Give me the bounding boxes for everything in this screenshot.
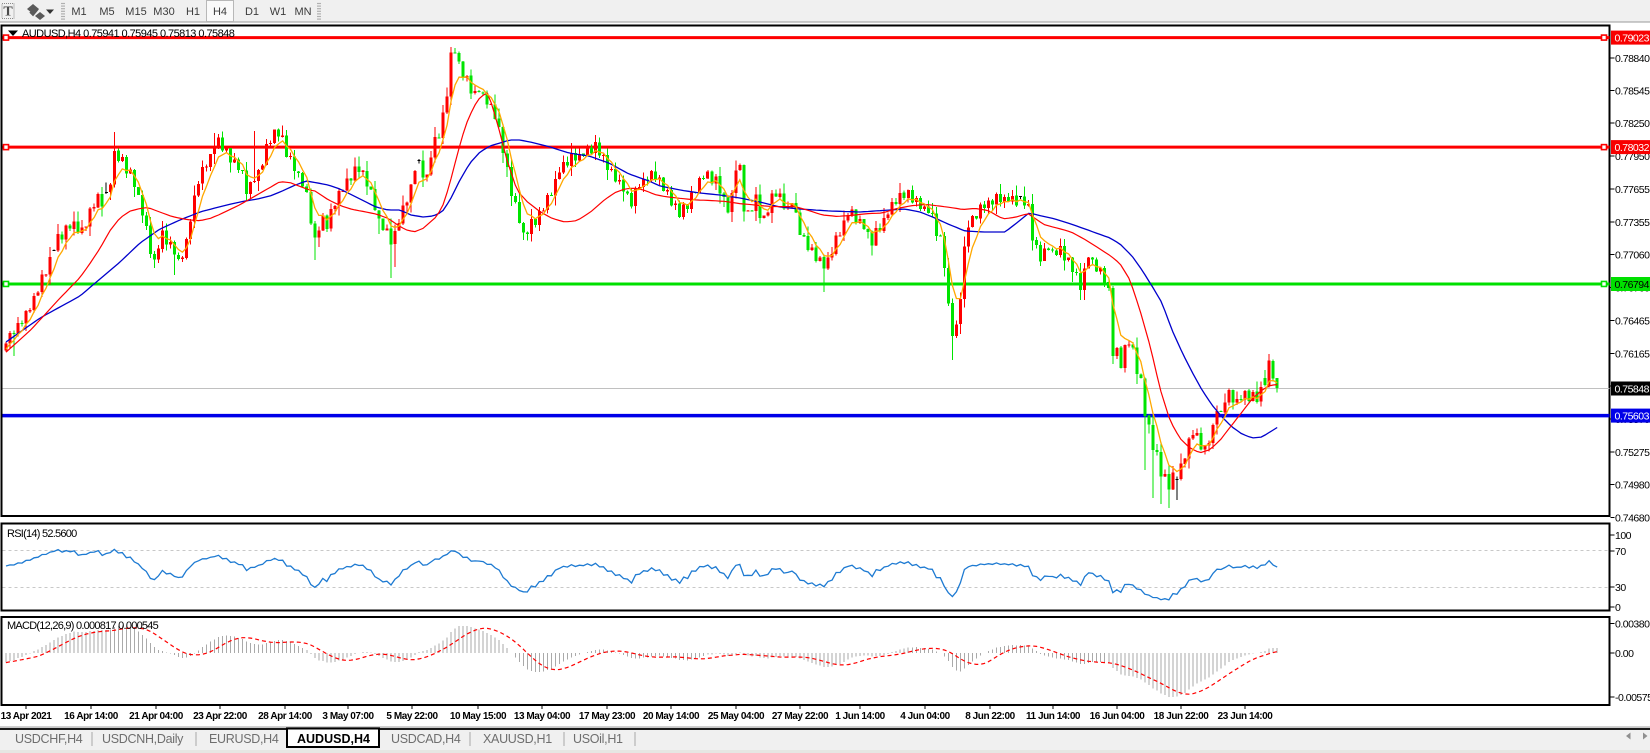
svg-text:20 May 14:00: 20 May 14:00 — [643, 711, 700, 722]
svg-text:0.75275: 0.75275 — [1615, 447, 1650, 459]
svg-text:30: 30 — [1615, 582, 1626, 594]
svg-text:USDCNH,Daily: USDCNH,Daily — [102, 732, 184, 746]
svg-text:MN: MN — [294, 6, 311, 18]
svg-text:23 Apr 22:00: 23 Apr 22:00 — [193, 711, 248, 722]
svg-text:0.75603: 0.75603 — [1615, 411, 1650, 423]
svg-text:T: T — [3, 5, 13, 20]
svg-text:0.77950: 0.77950 — [1615, 151, 1650, 163]
svg-text:25 May 04:00: 25 May 04:00 — [708, 711, 765, 722]
svg-text:W1: W1 — [270, 6, 287, 18]
svg-text:0.74980: 0.74980 — [1615, 480, 1650, 492]
svg-text:0.77355: 0.77355 — [1615, 217, 1650, 229]
svg-text:8 Jun 22:00: 8 Jun 22:00 — [965, 711, 1015, 722]
svg-text:MACD(12,26,9) 0.000817 0.00054: MACD(12,26,9) 0.000817 0.000545 — [7, 620, 159, 632]
svg-text:0.003808: 0.003808 — [1615, 619, 1650, 631]
svg-text:M5: M5 — [99, 6, 114, 18]
svg-text:0.00: 0.00 — [1615, 648, 1634, 660]
svg-text:10 May 15:00: 10 May 15:00 — [450, 711, 507, 722]
svg-text:RSI(14) 52.5600: RSI(14) 52.5600 — [7, 528, 77, 540]
svg-text:0.74680: 0.74680 — [1615, 513, 1650, 525]
svg-text:21 Apr 04:00: 21 Apr 04:00 — [129, 711, 184, 722]
svg-text:0.77655: 0.77655 — [1615, 184, 1650, 196]
svg-text:0.78032: 0.78032 — [1615, 142, 1650, 154]
svg-text:-0.005753: -0.005753 — [1615, 692, 1650, 704]
svg-text:M1: M1 — [71, 6, 86, 18]
svg-text:16 Jun 04:00: 16 Jun 04:00 — [1090, 711, 1146, 722]
svg-text:USDCHF,H4: USDCHF,H4 — [15, 732, 83, 746]
svg-text:0: 0 — [1615, 602, 1621, 614]
svg-text:16 Apr 14:00: 16 Apr 14:00 — [64, 711, 119, 722]
svg-text:27 May 22:00: 27 May 22:00 — [772, 711, 829, 722]
svg-text:1 Jun 14:00: 1 Jun 14:00 — [835, 711, 885, 722]
svg-text:4 Jun 04:00: 4 Jun 04:00 — [900, 711, 950, 722]
svg-text:18 Jun 22:00: 18 Jun 22:00 — [1154, 711, 1210, 722]
svg-text:M30: M30 — [153, 6, 174, 18]
svg-text:70: 70 — [1615, 546, 1626, 558]
svg-text:0.76465: 0.76465 — [1615, 315, 1650, 327]
svg-text:USOil,H1: USOil,H1 — [573, 732, 623, 746]
svg-text:H1: H1 — [186, 6, 200, 18]
svg-text:0.75848: 0.75848 — [1615, 384, 1650, 396]
svg-text:0.78545: 0.78545 — [1615, 85, 1650, 97]
svg-text:100: 100 — [1615, 530, 1632, 542]
svg-text:17 May 23:00: 17 May 23:00 — [579, 711, 636, 722]
svg-text:M15: M15 — [125, 6, 146, 18]
svg-text:0.76165: 0.76165 — [1615, 349, 1650, 361]
svg-text:0.76794: 0.76794 — [1615, 279, 1650, 291]
svg-text:H4: H4 — [213, 6, 227, 18]
svg-text:11 Jun 14:00: 11 Jun 14:00 — [1026, 711, 1081, 722]
svg-text:0.78840: 0.78840 — [1615, 53, 1650, 65]
svg-text:0.77060: 0.77060 — [1615, 250, 1650, 262]
svg-text:13 Apr 2021: 13 Apr 2021 — [1, 711, 53, 722]
svg-text:28 Apr 14:00: 28 Apr 14:00 — [258, 711, 313, 722]
svg-text:AUDUSD,H4 0.75941 0.75945 0.7: AUDUSD,H4 0.75941 0.75945 0.75813 0.7584… — [22, 28, 235, 40]
svg-text:XAUUSD,H1: XAUUSD,H1 — [483, 732, 552, 746]
svg-text:0.78250: 0.78250 — [1615, 118, 1650, 130]
svg-text:EURUSD,H4: EURUSD,H4 — [209, 732, 279, 746]
svg-text:0.79023: 0.79023 — [1615, 33, 1650, 45]
svg-text:13 May 04:00: 13 May 04:00 — [514, 711, 571, 722]
svg-text:3 May 07:00: 3 May 07:00 — [322, 711, 374, 722]
svg-text:USDCAD,H4: USDCAD,H4 — [391, 732, 461, 746]
svg-text:AUDUSD,H4: AUDUSD,H4 — [297, 732, 370, 746]
svg-text:5 May 22:00: 5 May 22:00 — [386, 711, 438, 722]
svg-text:D1: D1 — [245, 6, 259, 18]
svg-text:23 Jun 14:00: 23 Jun 14:00 — [1218, 711, 1274, 722]
